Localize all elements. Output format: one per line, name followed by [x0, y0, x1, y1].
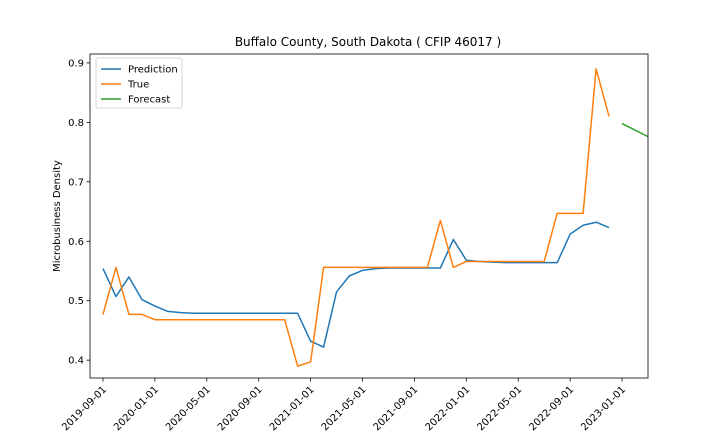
y-tick-label: 0.8: [68, 118, 84, 129]
legend: Prediction True Forecast: [95, 57, 183, 109]
x-tick-label: 2021-01-01: [268, 384, 317, 432]
series-line-prediction: [102, 221, 610, 348]
x-tick-label: 2022-01-01: [424, 384, 473, 432]
legend-label-prediction: Prediction: [128, 65, 178, 76]
y-tick-label: 0.6: [68, 237, 84, 248]
x-tick-label: 2020-01-01: [112, 384, 161, 432]
legend-box: [95, 57, 183, 109]
legend-label-true: True: [127, 80, 149, 91]
x-tick-label: 2023-01-01: [579, 384, 628, 432]
series-line-true: [102, 68, 610, 367]
y-tick-label: 0.9: [68, 58, 84, 69]
y-axis-title: Microbusiness Density: [52, 160, 63, 272]
x-tick-label: 2020-05-01: [164, 384, 213, 432]
axes-frame: [89, 53, 649, 379]
x-tick-label: 2020-09-01: [216, 384, 265, 432]
x-tick-label: 2019-09-01: [60, 384, 109, 432]
x-tick-label: 2022-09-01: [527, 384, 576, 432]
series-line-forecast: [621, 122, 649, 138]
y-tick-label: 0.7: [68, 177, 84, 188]
x-tick-label: 2021-05-01: [320, 384, 369, 432]
y-tick-label: 0.5: [68, 296, 84, 307]
legend-label-forecast: Forecast: [128, 95, 170, 106]
x-tick-label: 2021-09-01: [372, 384, 421, 432]
y-tick-label: 0.4: [68, 356, 84, 367]
chart-title: Buffalo County, South Dakota ( CFIP 4601…: [235, 35, 501, 49]
x-tick-label: 2022-05-01: [475, 384, 524, 432]
